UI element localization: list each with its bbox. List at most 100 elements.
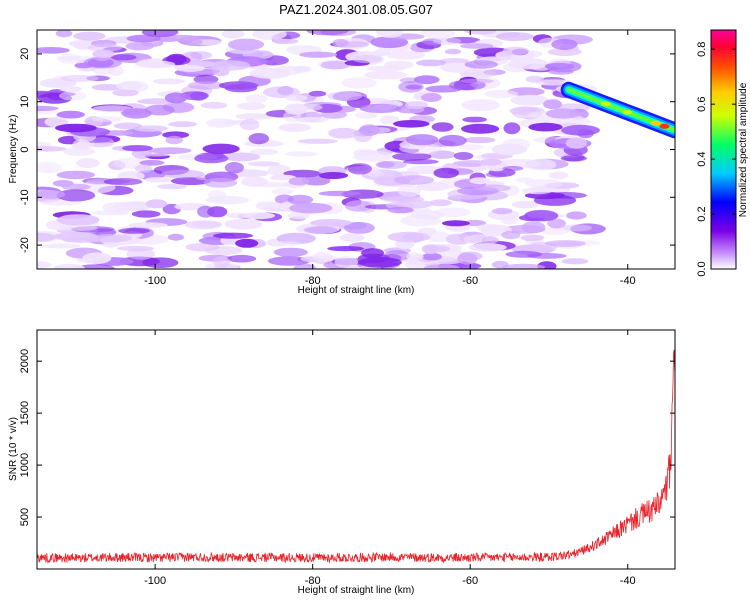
- spectrogram-cell: [55, 123, 97, 133]
- spectrogram-cell: [511, 200, 539, 209]
- spectrogram-cell: [364, 70, 408, 80]
- spectrogram-cell: [157, 183, 187, 190]
- spectrogram-cell: [441, 220, 470, 227]
- spectrogram-cell: [418, 227, 437, 235]
- x-tick-label: -100: [144, 275, 166, 287]
- spectrogram-cell: [521, 221, 546, 234]
- x-tick-label: -80: [305, 575, 321, 587]
- spectrogram-cell: [204, 246, 243, 256]
- spectrogram-cell: [495, 32, 534, 41]
- spectrogram-cell: [525, 179, 563, 189]
- spectrogram-cell: [458, 144, 485, 150]
- spectrogram-frame: [36, 29, 676, 270]
- spectrogram-cell: [463, 136, 496, 144]
- spectrogram-cell: [131, 210, 161, 218]
- spectrogram-y-axis-label: Frequency (Hz): [8, 115, 19, 184]
- spectrogram-cell: [406, 252, 424, 262]
- spectrogram-cell: [419, 30, 456, 39]
- spectrogram-cell: [547, 47, 582, 57]
- spectrogram-cell: [468, 243, 507, 252]
- spectrogram-cell: [41, 243, 81, 249]
- colorbar-label: Normalized spectral amplitude: [738, 82, 749, 217]
- spectrogram-cell: [384, 60, 414, 70]
- spectrogram-cell: [302, 175, 331, 186]
- spectrogram-cell: [57, 214, 100, 226]
- spectrogram-cell: [285, 151, 318, 157]
- spectrogram-cell: [278, 123, 311, 132]
- spectrogram-cell: [252, 30, 287, 40]
- spectrogram-cell: [420, 93, 442, 102]
- spectrogram-cell: [148, 147, 192, 155]
- spectrogram-cell: [510, 94, 549, 106]
- y-tick-label: 1500: [19, 401, 31, 425]
- spectrogram-cell: [87, 43, 123, 52]
- spectrogram-cell: [187, 81, 225, 90]
- spectrogram-cell: [224, 162, 244, 174]
- spectrogram-cell: [387, 231, 431, 243]
- spectrogram-cell: [73, 31, 106, 41]
- spectrogram-cell: [299, 51, 338, 58]
- spectrogram-cell: [341, 77, 377, 89]
- spectrogram-x-axis-label: Height of straight line (km): [298, 285, 415, 296]
- spectrogram-cell: [271, 188, 294, 195]
- spectrogram-cell: [226, 254, 257, 263]
- y-tick-label: 500: [19, 508, 31, 526]
- spectrogram-cell: [210, 60, 251, 71]
- spectrogram-cell: [344, 200, 372, 212]
- spectrogram-cell: [492, 207, 513, 215]
- spectrogram-cell: [501, 230, 521, 240]
- spectrogram-cell: [37, 146, 67, 152]
- spectrogram-cell: [334, 256, 359, 268]
- spectrogram-cell: [103, 178, 143, 186]
- spectrogram-cell: [416, 181, 450, 192]
- spectrogram-cell: [445, 233, 472, 245]
- spectrogram-cell: [125, 41, 154, 51]
- spectrogram-cell: [287, 194, 314, 205]
- spectrogram-cell: [474, 184, 511, 192]
- spectrogram-cell: [76, 158, 100, 169]
- spectrogram-cell: [59, 91, 87, 101]
- spectrogram-cell: [484, 89, 519, 98]
- spectrogram-cell: [560, 155, 587, 162]
- spectrogram-cell: [239, 118, 260, 131]
- spectrogram-cell: [273, 247, 308, 257]
- spectrogram-cell: [393, 120, 430, 128]
- spectrogram-cell: [397, 184, 422, 197]
- spectrogram-cell: [463, 234, 501, 245]
- spectrogram-cell: [457, 252, 478, 265]
- y-tick-label: 20: [19, 48, 31, 60]
- x-tick-label: -60: [462, 575, 478, 587]
- spectrogram-cell: [179, 91, 209, 101]
- spectrogram-cell: [289, 202, 333, 214]
- spectrogram-cell: [469, 177, 490, 185]
- spectrogram-cell: [203, 177, 238, 188]
- spectrogram-heatmap: [37, 30, 675, 269]
- spectrogram-cell: [547, 218, 566, 229]
- spectrogram-cell: [91, 116, 124, 122]
- spectrogram-cell: [524, 210, 559, 222]
- spectrogram-cell: [392, 152, 432, 161]
- spectrogram-cell: [222, 152, 261, 162]
- colorbar-tick-label: 0.4: [696, 151, 708, 166]
- spectrogram-cell: [197, 205, 215, 218]
- spectrogram-cell: [528, 122, 563, 132]
- spectrogram-cell: [359, 124, 380, 136]
- spectrogram-cell: [62, 146, 96, 156]
- spectrogram-cell: [60, 74, 99, 82]
- spectrogram-cell: [444, 48, 462, 55]
- spectrogram-cell: [241, 176, 268, 187]
- signal-ridge-peak: [600, 101, 611, 107]
- spectrogram-cell: [405, 134, 439, 146]
- colorbar-ticks: 0.0 0.2 0.4 0.6 0.8: [696, 42, 736, 277]
- spectrogram-cell: [112, 89, 139, 97]
- spectrogram-cell: [249, 67, 291, 79]
- spectrogram-cell: [320, 60, 350, 70]
- spectrogram-cell: [93, 210, 130, 216]
- spectrogram-cell: [213, 256, 231, 268]
- spectrogram-cell: [464, 30, 497, 35]
- spectrogram-cell: [236, 102, 266, 110]
- signal-ridge-peak: [659, 123, 670, 129]
- snr-plot-area: [37, 330, 675, 569]
